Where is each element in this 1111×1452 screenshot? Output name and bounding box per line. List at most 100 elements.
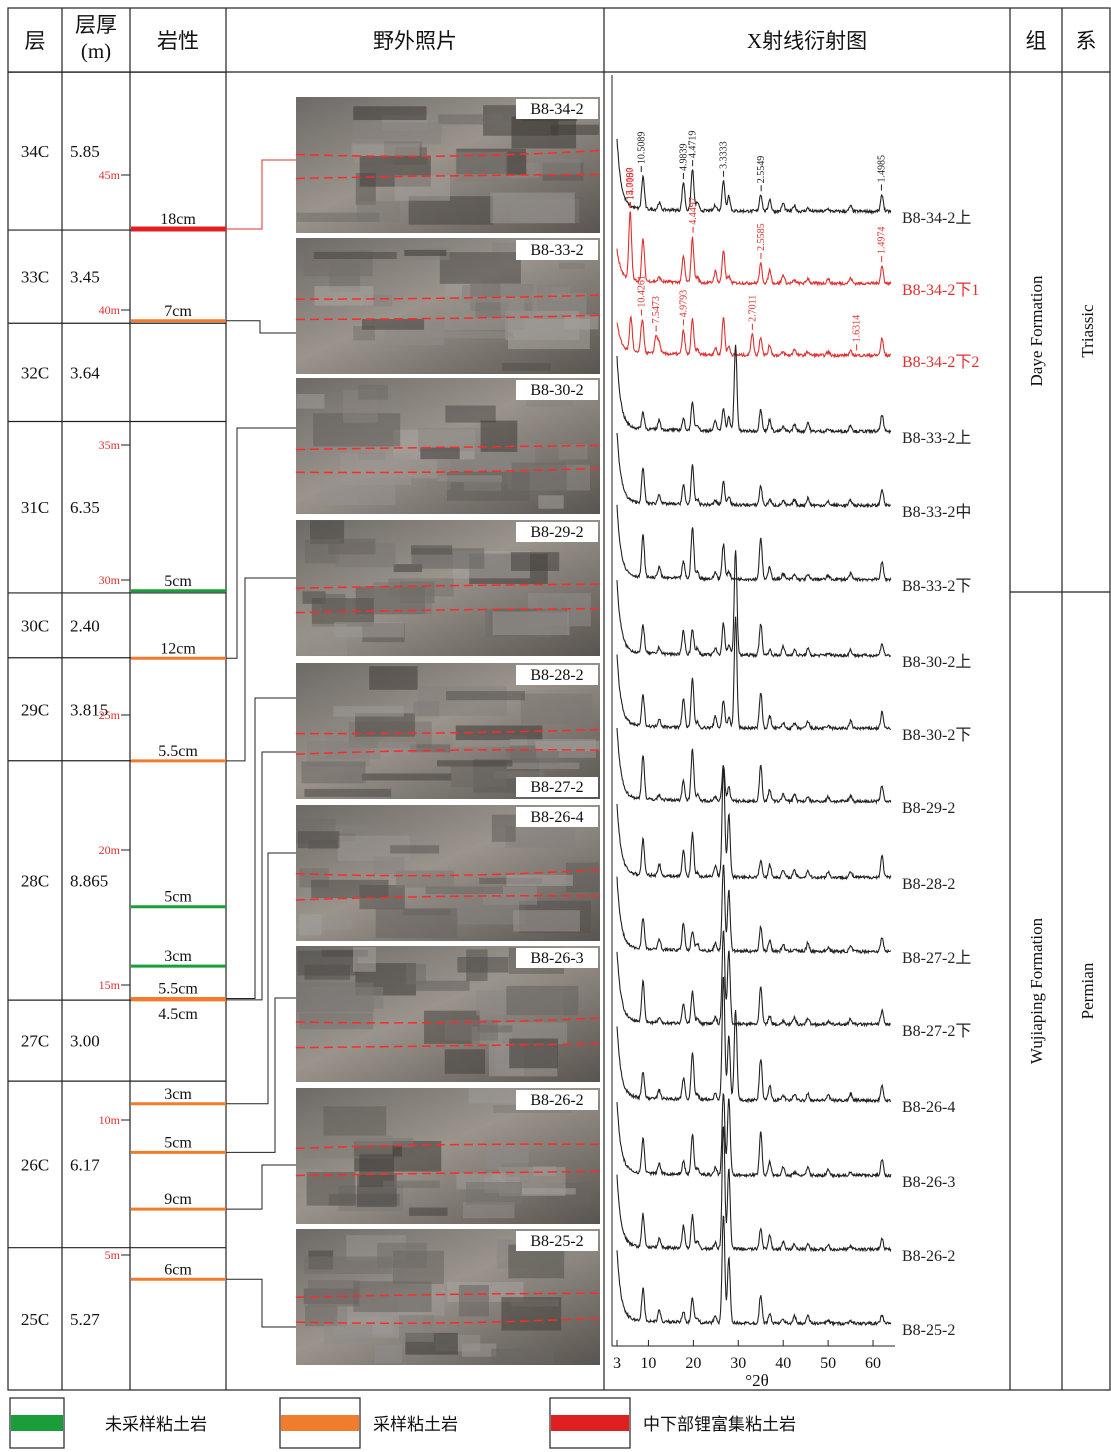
- photo-texture: [459, 1285, 489, 1316]
- xrd-trace: [617, 977, 891, 1101]
- header-cell: 组: [1026, 29, 1047, 53]
- photo-texture: [396, 870, 454, 887]
- photo-label: B8-27-2: [530, 779, 583, 796]
- depth-tick-label: 10m: [99, 1113, 121, 1127]
- photo: B8-33-2: [296, 238, 600, 374]
- connector: [226, 160, 296, 229]
- layer-thickness: 2.40: [70, 616, 100, 635]
- xrd-trace: [617, 931, 891, 1026]
- depth-tick-label: 25m: [99, 708, 121, 722]
- photo-texture: [304, 789, 391, 797]
- photo-texture: [493, 611, 570, 635]
- photo-texture: [510, 745, 536, 759]
- peak-label: 3.3333: [719, 141, 730, 169]
- photo-texture: [451, 766, 506, 787]
- photo-texture: [328, 539, 375, 555]
- header-cell: X射线衍射图: [747, 29, 867, 53]
- peak-label: 1.4974: [877, 227, 888, 255]
- photo-texture: [299, 1013, 373, 1029]
- layer-name: 33C: [21, 268, 49, 287]
- peak-label: 2.5549: [756, 156, 767, 184]
- xrd-trace-label: B8-30-2上: [902, 653, 971, 671]
- system-name: Triassic: [1078, 304, 1097, 358]
- photo-texture: [559, 263, 585, 269]
- photo-texture: [409, 1208, 447, 1216]
- photo-texture: [511, 117, 576, 149]
- photo-texture: [512, 463, 567, 492]
- xrd-trace-label: B8-30-2下: [902, 727, 971, 744]
- photo-label: B8-26-4: [530, 809, 583, 826]
- photo-texture: [445, 406, 495, 423]
- xrd-trace: [617, 505, 891, 581]
- peak-label: 10.4261: [637, 275, 648, 308]
- clay-bed-label: 7cm: [164, 303, 192, 320]
- layer-thickness: 5.27: [70, 1310, 100, 1329]
- photo-texture: [307, 1172, 356, 1206]
- xrd-trace-label: B8-26-3: [902, 1174, 955, 1191]
- depth-tick-label: 15m: [99, 978, 121, 992]
- photo-label: B8-26-3: [530, 950, 583, 967]
- layer-thickness: 3.45: [70, 268, 100, 287]
- layer-name: 31C: [21, 498, 49, 517]
- photo-texture: [509, 1038, 558, 1068]
- depth-tick-label: 20m: [99, 843, 121, 857]
- photo: B8-26-2: [296, 1088, 600, 1224]
- photo-texture: [420, 448, 459, 460]
- photo-label: B8-25-2: [530, 1233, 583, 1250]
- legend-label: 未采样粘土岩: [105, 1415, 207, 1434]
- photo-texture: [358, 385, 388, 400]
- xrd-trace: [617, 1094, 891, 1177]
- xrd-trace: [617, 345, 891, 433]
- photo-texture: [298, 951, 358, 976]
- photo-texture: [506, 152, 526, 175]
- depth-tick-label: 40m: [99, 303, 121, 317]
- photo-texture: [299, 914, 321, 935]
- photo-texture: [308, 1280, 360, 1306]
- photo-texture: [522, 1188, 576, 1194]
- photo-texture: [373, 857, 404, 875]
- photo-texture: [440, 252, 521, 284]
- xrd-trace-label: B8-33-2中: [902, 503, 971, 521]
- photo-texture: [506, 875, 572, 886]
- depth-tick-label: 35m: [99, 438, 121, 452]
- photo-texture: [537, 598, 565, 613]
- photo-texture: [491, 1349, 554, 1364]
- xrd-trace-label: B8-29-2: [902, 800, 955, 817]
- clay-bed-label: 5.5cm: [158, 743, 198, 760]
- photo-texture: [464, 479, 502, 491]
- layer-name: 32C: [21, 363, 49, 382]
- peak-label: 7.5473: [651, 296, 662, 324]
- photo-label: B8-30-2: [530, 382, 583, 399]
- depth-tick-label: 30m: [99, 573, 121, 587]
- xrd-trace-label: B8-27-2下: [902, 1023, 971, 1040]
- connector: [226, 752, 296, 1000]
- clay-bed-label: 4.5cm: [158, 1006, 198, 1023]
- photo-texture: [362, 773, 452, 780]
- layer-thickness: 6.35: [70, 498, 100, 517]
- photo-texture: [324, 1324, 372, 1344]
- x-tick-label: 40: [775, 1355, 791, 1372]
- layer-thickness: 3.00: [70, 1032, 100, 1051]
- photo-texture: [354, 122, 442, 144]
- photo-texture: [444, 297, 524, 330]
- clay-bed-label: 5cm: [164, 889, 192, 906]
- photo-texture: [362, 319, 424, 330]
- photo-texture: [403, 909, 450, 915]
- photo-texture: [393, 1251, 444, 1284]
- legend-label: 中下部锂富集粘土岩: [643, 1415, 796, 1434]
- clay-bed-label: 12cm: [160, 640, 196, 657]
- header-cell: 层: [25, 29, 46, 53]
- photo-texture: [526, 400, 574, 407]
- xrd-trace: [617, 1216, 891, 1325]
- figure: 层 层厚 (m) 岩性 野外照片 X射线衍射图 组 系 25C5.2726C6.…: [0, 0, 1111, 1452]
- peak-label: 2.7011: [747, 295, 758, 322]
- photo-texture: [322, 594, 346, 613]
- x-axis-label: °2θ: [745, 1371, 768, 1390]
- photo-texture: [502, 363, 551, 371]
- photo-texture: [334, 622, 404, 637]
- layer-name: 28C: [21, 871, 49, 890]
- header-cell: 层厚: [75, 13, 117, 37]
- xrd-trace-label: B8-26-4: [902, 1099, 955, 1116]
- photo-texture: [353, 1281, 431, 1312]
- photo-texture: [399, 1315, 434, 1342]
